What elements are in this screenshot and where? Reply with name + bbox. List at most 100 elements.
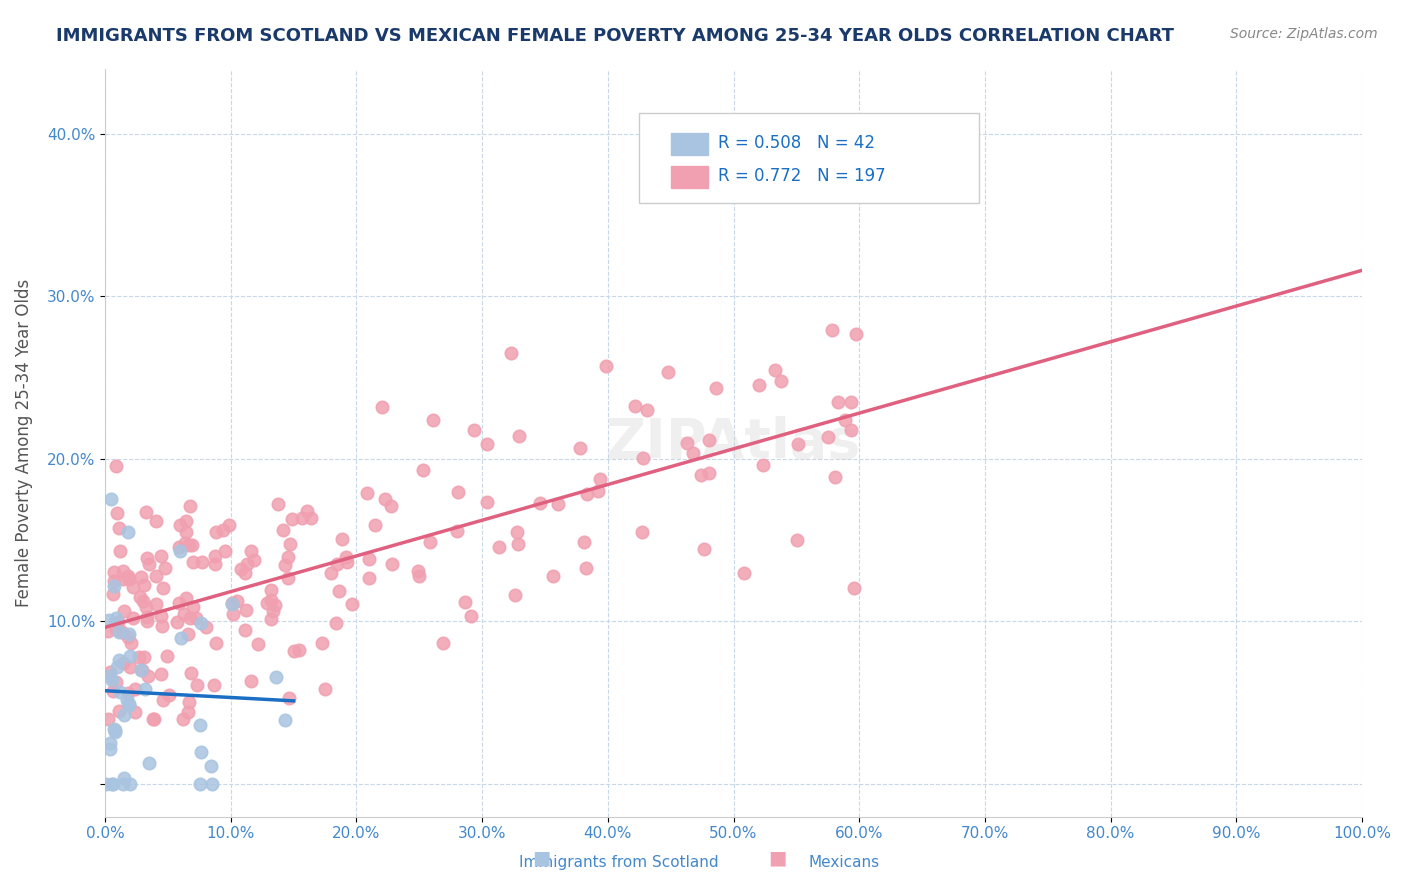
Point <box>359 551 381 566</box>
Point <box>330 532 353 546</box>
Point <box>111 777 134 791</box>
Point <box>201 777 224 791</box>
Point <box>150 549 173 563</box>
Point <box>111 564 134 578</box>
Point <box>422 412 444 426</box>
Point <box>132 650 155 665</box>
Point <box>104 723 127 737</box>
Point <box>100 492 122 507</box>
Point <box>191 555 214 569</box>
Point <box>371 400 394 414</box>
FancyBboxPatch shape <box>671 133 709 155</box>
Point <box>104 610 127 624</box>
Point <box>112 708 135 723</box>
Point <box>200 758 222 772</box>
Point <box>190 615 212 630</box>
Point <box>631 524 654 539</box>
FancyBboxPatch shape <box>671 166 709 188</box>
Point <box>112 656 135 670</box>
Point <box>150 666 173 681</box>
Point <box>834 413 856 427</box>
Text: R = 0.508   N = 42: R = 0.508 N = 42 <box>718 135 876 153</box>
Point <box>697 434 720 448</box>
Point <box>167 596 190 610</box>
Point <box>817 430 839 444</box>
Point <box>506 537 529 551</box>
Point <box>281 512 304 526</box>
Point <box>188 777 211 791</box>
Point <box>138 756 160 770</box>
Point <box>202 678 225 692</box>
Point <box>128 650 150 665</box>
Point <box>586 484 609 499</box>
FancyBboxPatch shape <box>640 113 979 203</box>
Point <box>105 458 128 473</box>
Point <box>174 591 197 606</box>
Point <box>155 561 177 575</box>
Point <box>129 570 152 584</box>
Point <box>98 736 121 750</box>
Point <box>412 462 434 476</box>
Point <box>704 381 727 395</box>
Point <box>221 596 243 610</box>
Point <box>108 521 131 535</box>
Point <box>181 555 204 569</box>
Point <box>262 604 284 618</box>
Point <box>506 525 529 540</box>
Point <box>319 566 342 581</box>
Point <box>177 627 200 641</box>
Point <box>103 683 125 698</box>
Point <box>295 503 318 517</box>
Point <box>195 620 218 634</box>
Point <box>824 470 846 484</box>
Point <box>112 771 135 785</box>
Point <box>503 588 526 602</box>
Point <box>97 613 120 627</box>
Point <box>226 593 249 607</box>
Point <box>108 544 131 558</box>
Point <box>134 682 156 697</box>
Point <box>364 517 387 532</box>
Point <box>214 544 236 558</box>
Point <box>259 612 281 626</box>
Point <box>143 712 166 726</box>
Point <box>105 506 128 520</box>
Point <box>568 441 591 455</box>
Point <box>112 572 135 586</box>
Point <box>170 631 193 645</box>
Point <box>101 673 124 687</box>
Text: ZIPAtlas: ZIPAtlas <box>606 416 862 469</box>
Point <box>103 574 125 589</box>
Point <box>108 653 131 667</box>
Point <box>267 496 290 510</box>
Point <box>115 693 138 707</box>
Point <box>212 524 235 538</box>
Point <box>110 685 132 699</box>
Text: IMMIGRANTS FROM SCOTLAND VS MEXICAN FEMALE POVERTY AMONG 25-34 YEAR OLDS CORRELA: IMMIGRANTS FROM SCOTLAND VS MEXICAN FEMA… <box>56 27 1174 45</box>
Text: Source: ZipAtlas.com: Source: ZipAtlas.com <box>1230 27 1378 41</box>
Point <box>204 549 226 564</box>
Point <box>264 670 287 684</box>
Point <box>408 569 430 583</box>
Point <box>135 614 157 628</box>
Point <box>177 706 200 720</box>
Point <box>100 777 122 791</box>
Point <box>575 560 598 574</box>
Point <box>631 450 654 465</box>
Point <box>697 466 720 480</box>
Point <box>283 643 305 657</box>
Point <box>733 566 755 580</box>
Text: R = 0.772   N = 197: R = 0.772 N = 197 <box>718 167 886 186</box>
Point <box>188 717 211 731</box>
Point <box>529 496 551 510</box>
Point <box>190 745 212 759</box>
Point <box>356 486 378 500</box>
Point <box>186 678 208 692</box>
Text: ■: ■ <box>531 848 551 867</box>
Point <box>145 569 167 583</box>
Point <box>827 394 849 409</box>
Point <box>623 399 645 413</box>
Point <box>325 616 347 631</box>
Point <box>117 569 139 583</box>
Point <box>277 690 299 705</box>
